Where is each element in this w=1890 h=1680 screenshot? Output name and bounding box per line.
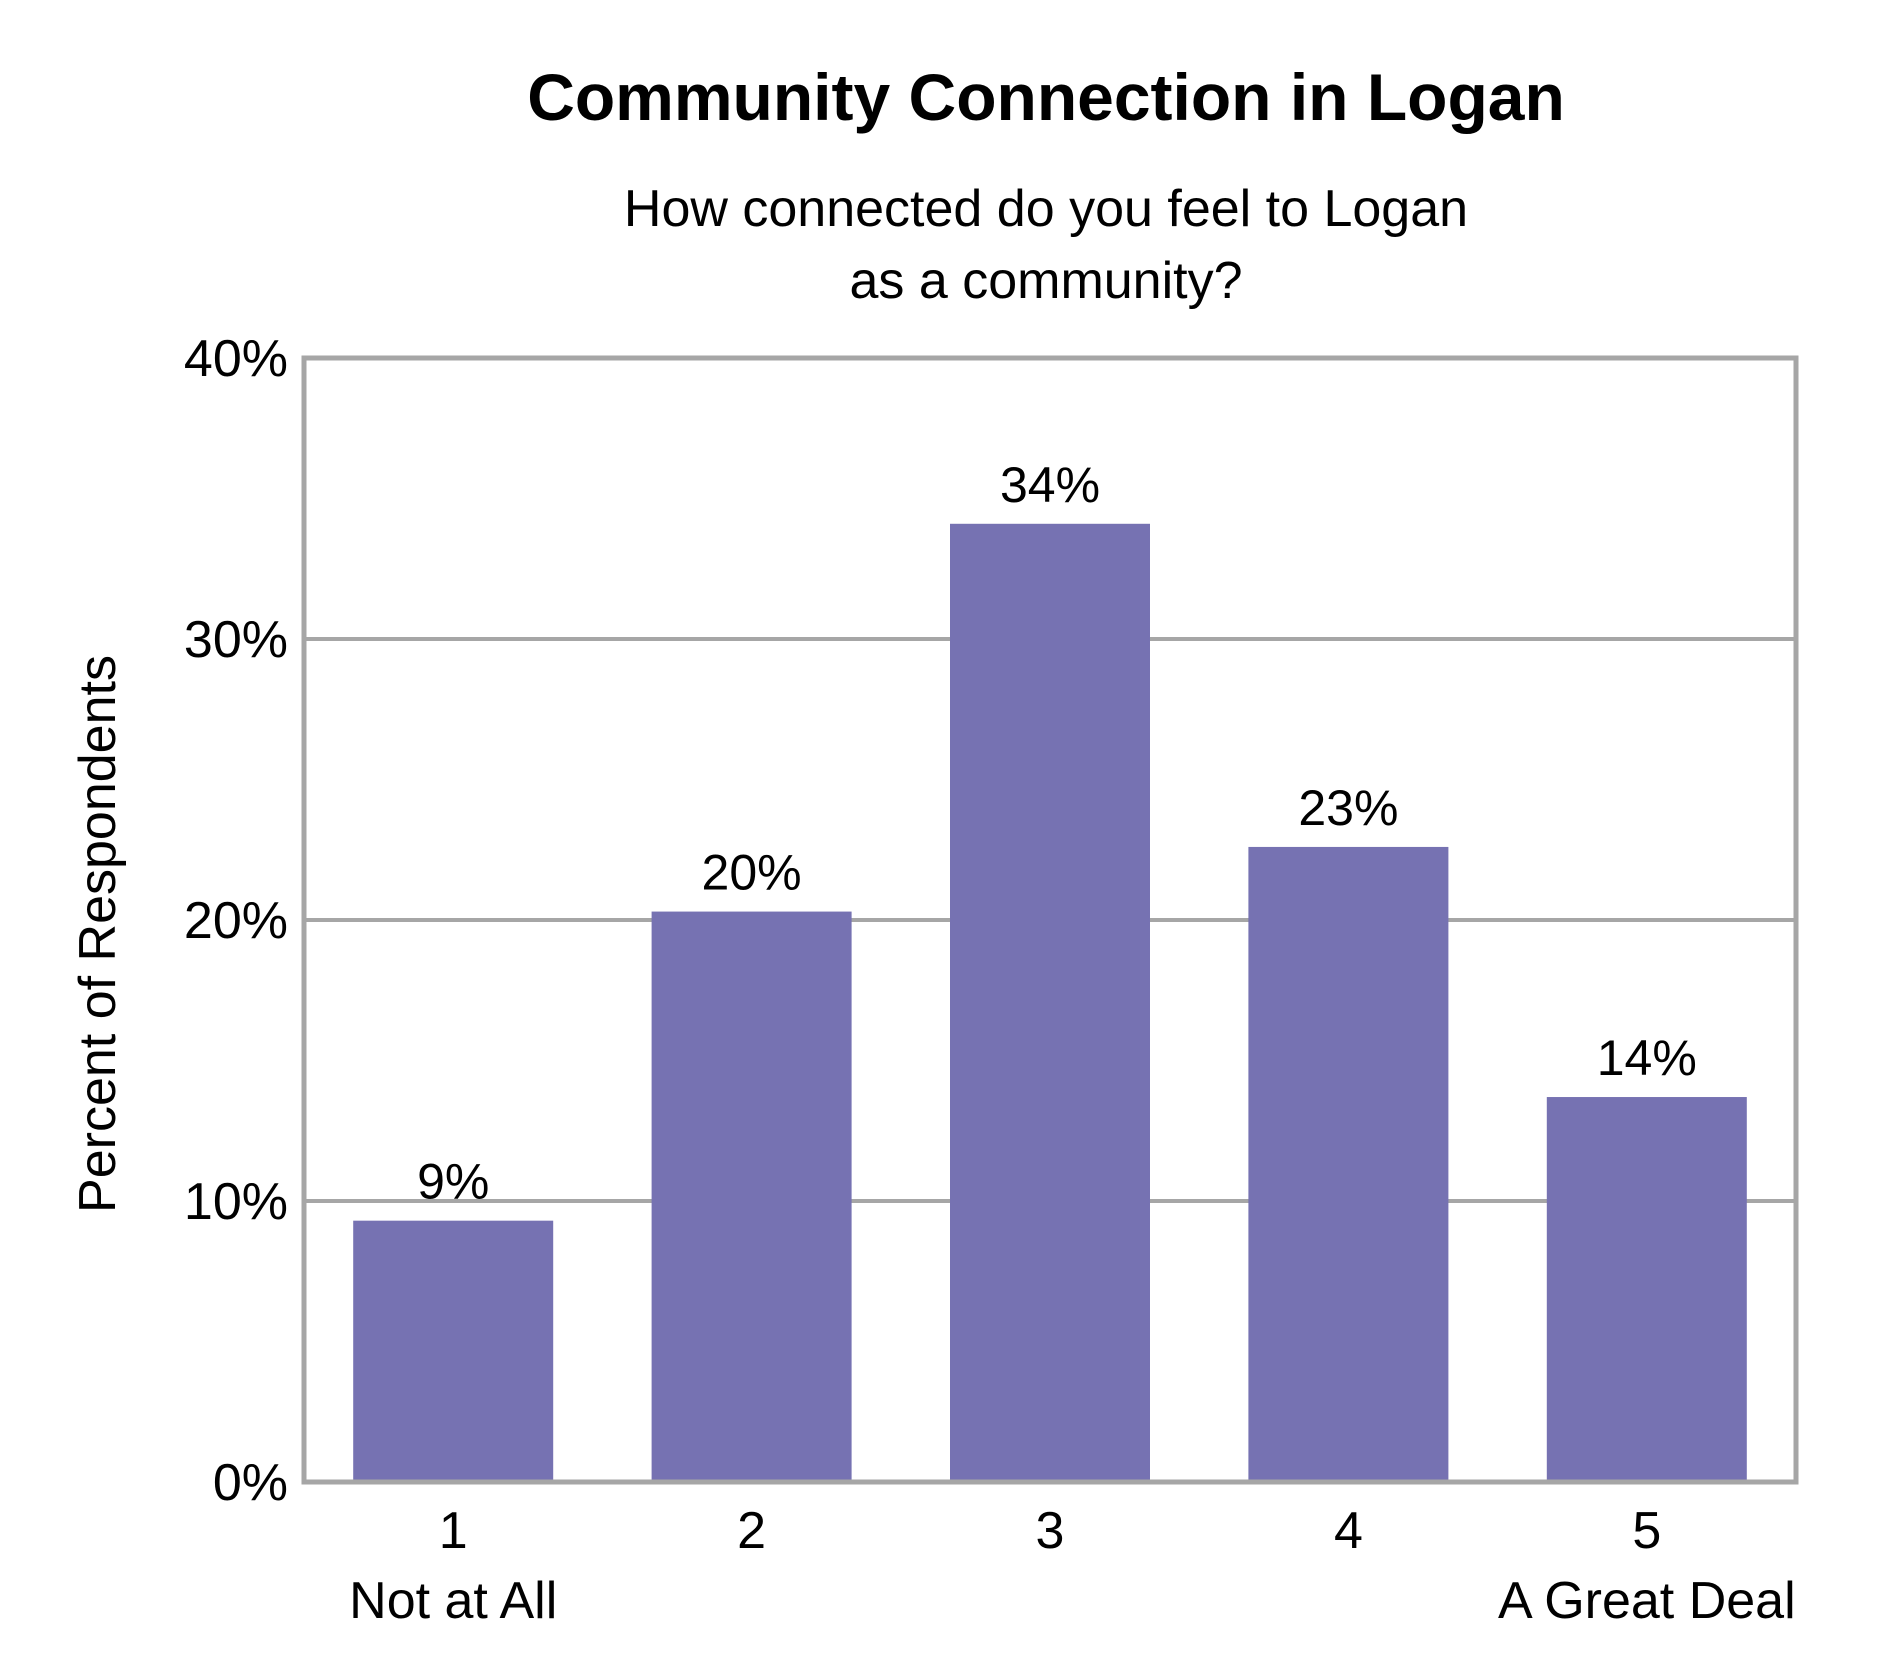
y-tick-label: 10% [184,1173,288,1231]
chart-title: Community Connection in Logan [527,60,1565,134]
data-label: 23% [1298,780,1398,836]
y-tick-label: 30% [184,611,288,669]
bar-2 [651,911,852,1482]
bar-3 [950,523,1150,1482]
data-label: 20% [702,845,802,901]
x-tick-label: 1 [439,1502,468,1560]
chart-subtitle-line-2: as a community? [849,252,1242,310]
data-label: 34% [1000,457,1100,513]
bars [353,523,1747,1482]
bar-5 [1546,1097,1747,1482]
data-label: 14% [1597,1030,1697,1086]
x-tick-sublabel: A Great Deal [1498,1572,1796,1630]
data-label: 9% [417,1154,489,1210]
y-axis-label: Percent of Respondents [69,655,127,1213]
y-tick-label: 20% [184,892,288,950]
chart-subtitle-line-1: How connected do you feel to Logan [624,180,1468,238]
x-tick-sublabel: Not at All [349,1572,557,1630]
y-tick-label: 40% [184,330,288,388]
x-tick-label: 5 [1632,1502,1661,1560]
data-labels: 9% 20% 34% 23% 14% [417,457,1697,1210]
plot-frame [301,355,1799,1485]
y-tick-label: 0% [213,1454,288,1512]
x-tick-label: 2 [737,1502,766,1560]
x-tick-label: 3 [1036,1502,1065,1560]
x-tick-label: 4 [1334,1502,1363,1560]
x-axis-ticks: 1 Not at All 2 3 4 5 A Great Deal [349,1502,1796,1630]
y-axis-ticks: 0% 10% 20% 30% 40% [184,330,288,1512]
bar-1 [353,1220,554,1482]
bar-4 [1248,846,1449,1482]
